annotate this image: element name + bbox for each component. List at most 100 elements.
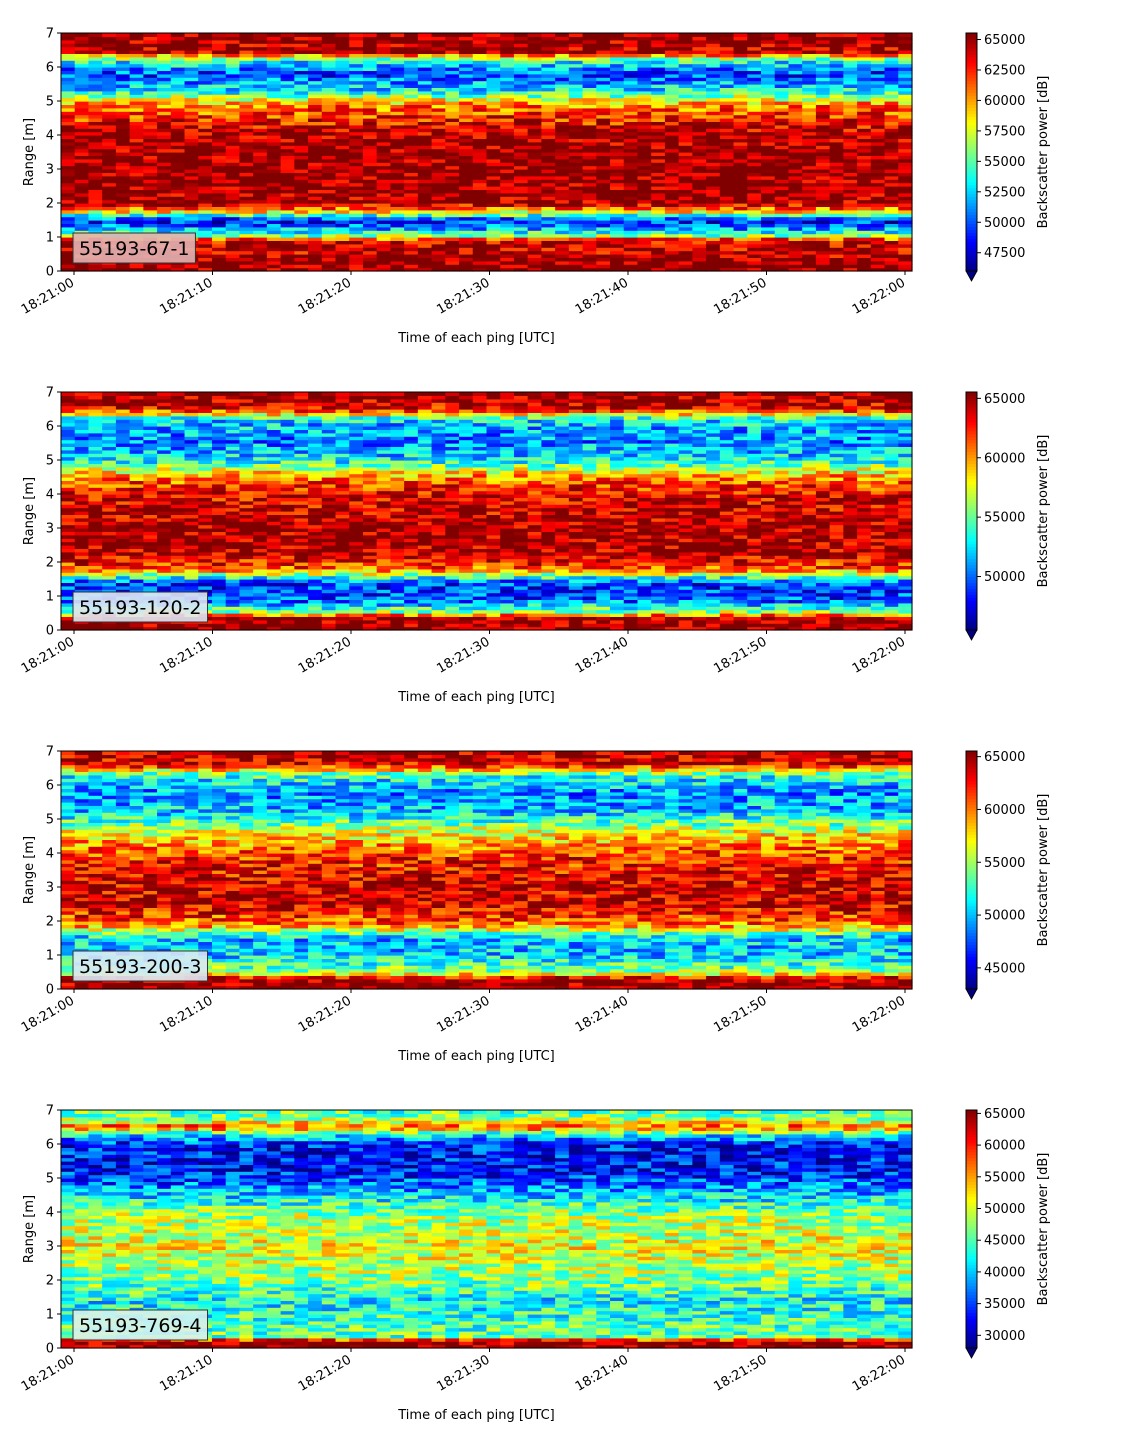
heatmap-cell xyxy=(362,206,378,211)
heatmap-cell xyxy=(500,94,515,99)
heatmap-cell xyxy=(225,240,241,245)
heatmap-cell xyxy=(362,101,378,105)
heatmap-cell xyxy=(445,209,460,214)
heatmap-cell xyxy=(266,223,282,228)
heatmap-cell xyxy=(115,470,131,475)
heatmap-cell xyxy=(527,165,543,170)
heatmap-cell xyxy=(198,240,213,245)
heatmap-cell xyxy=(88,169,103,173)
heatmap-cell xyxy=(541,46,556,51)
heatmap-cell xyxy=(362,121,378,126)
heatmap-cell xyxy=(486,148,501,153)
heatmap-cell xyxy=(349,104,364,109)
heatmap-cell xyxy=(102,128,117,133)
heatmap-cell xyxy=(294,254,309,258)
heatmap-cell xyxy=(541,240,556,245)
heatmap-cell xyxy=(747,141,762,146)
heatmap-cell xyxy=(376,73,392,78)
heatmap-cell xyxy=(582,186,597,190)
heatmap-cell xyxy=(129,264,144,269)
heatmap-cell xyxy=(88,175,103,180)
heatmap-cell xyxy=(829,182,844,187)
heatmap-cell xyxy=(568,209,584,214)
heatmap-cell xyxy=(555,213,570,218)
heatmap-cell xyxy=(431,107,446,112)
heatmap-cell xyxy=(225,36,241,41)
heatmap-cell xyxy=(417,233,433,238)
heatmap-cell xyxy=(198,155,213,160)
heatmap-cell xyxy=(102,402,117,407)
heatmap-cell xyxy=(541,182,556,187)
heatmap-cell xyxy=(280,124,295,129)
heatmap-cell xyxy=(335,63,350,68)
heatmap-cell xyxy=(637,97,652,102)
heatmap-cell xyxy=(115,114,131,119)
x-tick-label: 18:21:30 xyxy=(434,275,492,317)
heatmap-cell xyxy=(486,124,501,129)
heatmap-cell xyxy=(115,124,131,129)
heatmap-cell xyxy=(211,107,227,112)
heatmap-cell xyxy=(637,60,652,65)
heatmap-cell xyxy=(692,165,707,170)
heatmap-cell xyxy=(239,39,254,44)
heatmap-cell xyxy=(445,264,460,269)
heatmap-cell xyxy=(143,77,158,82)
heatmap-cell xyxy=(115,487,131,492)
heatmap-cell xyxy=(170,206,186,211)
heatmap-cell xyxy=(129,206,144,211)
heatmap-cell xyxy=(349,43,364,48)
heatmap-cell xyxy=(527,46,543,51)
heatmap-cell xyxy=(129,213,144,218)
heatmap-cell xyxy=(266,121,282,126)
heatmap-cell xyxy=(335,135,350,139)
heatmap-cell xyxy=(582,264,597,269)
heatmap-cell xyxy=(541,97,556,102)
heatmap-cell xyxy=(500,84,515,88)
heatmap-cell xyxy=(857,182,872,187)
heatmap-cell xyxy=(623,165,639,170)
heatmap-cell xyxy=(335,43,350,48)
heatmap-cell xyxy=(74,169,90,173)
heatmap-cell xyxy=(500,155,515,160)
heatmap-cell xyxy=(239,36,254,41)
heatmap-cell xyxy=(555,46,570,51)
heatmap-cell xyxy=(417,158,433,163)
heatmap-cell xyxy=(582,162,597,167)
heatmap-cell xyxy=(417,70,433,75)
heatmap-cell xyxy=(294,43,309,48)
heatmap-cell xyxy=(555,84,570,88)
heatmap-cell xyxy=(417,90,433,95)
heatmap-cell xyxy=(211,243,227,248)
heatmap-cell xyxy=(376,223,392,228)
heatmap-cell xyxy=(211,73,227,78)
heatmap-cell xyxy=(266,237,282,241)
heatmap-cell xyxy=(88,209,103,214)
heatmap-cell xyxy=(143,172,158,177)
heatmap-cell xyxy=(417,121,433,126)
heatmap-cell xyxy=(61,84,76,88)
heatmap-cell xyxy=(472,141,488,146)
heatmap-cell xyxy=(321,196,337,201)
heatmap-cell xyxy=(623,226,639,231)
heatmap-cell xyxy=(61,90,76,95)
heatmap-cell xyxy=(390,199,405,204)
heatmap-cell xyxy=(362,104,378,109)
heatmap-cell xyxy=(431,124,446,129)
heatmap-cell xyxy=(376,260,392,265)
heatmap-cell xyxy=(129,186,144,190)
heatmap-cell xyxy=(362,39,378,44)
heatmap-cell xyxy=(390,196,405,201)
heatmap-cell xyxy=(129,39,144,44)
heatmap-cell xyxy=(596,97,611,102)
heatmap-cell xyxy=(802,264,817,269)
heatmap-cell xyxy=(623,84,639,88)
heatmap-cell xyxy=(362,135,378,139)
heatmap-cell xyxy=(815,264,831,269)
heatmap-cell xyxy=(541,223,556,228)
heatmap-cell xyxy=(143,470,158,475)
heatmap-cell xyxy=(513,97,529,102)
heatmap-cell xyxy=(376,196,392,201)
heatmap-cell xyxy=(157,172,172,177)
heatmap-cell xyxy=(266,230,282,235)
heatmap-cell xyxy=(198,63,213,68)
